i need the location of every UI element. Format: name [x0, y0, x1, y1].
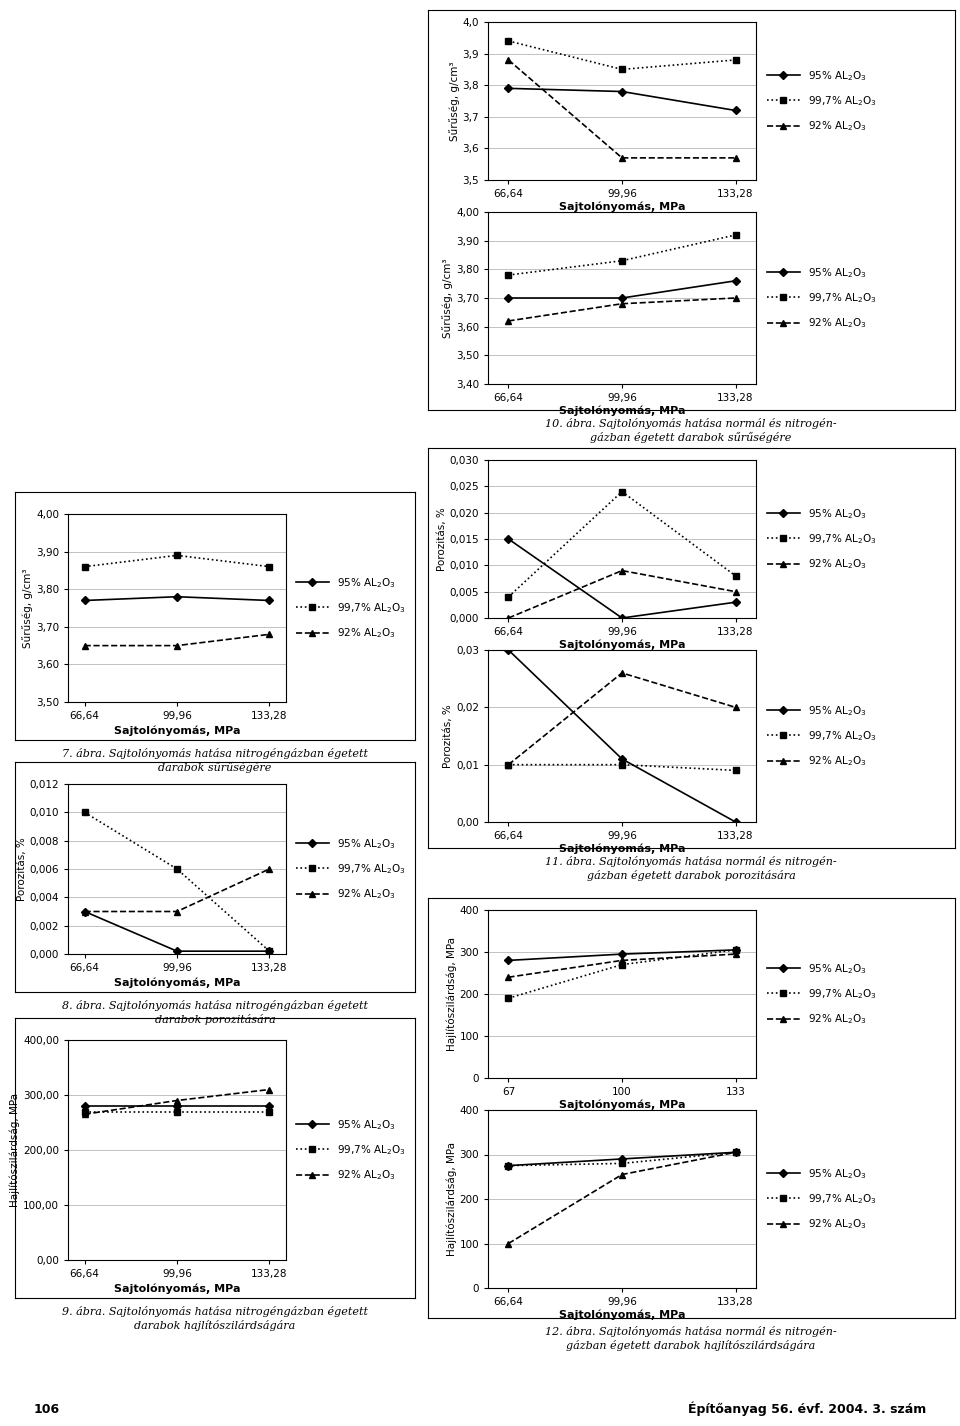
Text: darabok hajlítószilárdságára: darabok hajlítószilárdságára: [134, 1320, 296, 1330]
X-axis label: Sajtolónyomás, MPa: Sajtolónyomás, MPa: [559, 1099, 685, 1111]
Legend: 95% AL$_2$O$_3$, 99,7% AL$_2$O$_3$, 92% AL$_2$O$_3$: 95% AL$_2$O$_3$, 99,7% AL$_2$O$_3$, 92% …: [296, 576, 406, 640]
Text: gázban égetett darabok hajlítószilárdságára: gázban égetett darabok hajlítószilárdság…: [566, 1340, 816, 1350]
X-axis label: Sajtolónyomás, MPa: Sajtolónyomás, MPa: [559, 640, 685, 650]
X-axis label: Sajtolónyomás, MPa: Sajtolónyomás, MPa: [559, 202, 685, 212]
Legend: 95% AL$_2$O$_3$, 99,7% AL$_2$O$_3$, 92% AL$_2$O$_3$: 95% AL$_2$O$_3$, 99,7% AL$_2$O$_3$, 92% …: [296, 1118, 406, 1182]
Legend: 95% AL$_2$O$_3$, 99,7% AL$_2$O$_3$, 92% AL$_2$O$_3$: 95% AL$_2$O$_3$, 99,7% AL$_2$O$_3$, 92% …: [296, 837, 406, 901]
Legend: 95% AL$_2$O$_3$, 99,7% AL$_2$O$_3$, 92% AL$_2$O$_3$: 95% AL$_2$O$_3$, 99,7% AL$_2$O$_3$, 92% …: [767, 704, 876, 769]
Text: 8. ábra. Sajtolónyomás hatása nitrogéngázban égetett: 8. ábra. Sajtolónyomás hatása nitrogéngá…: [62, 1000, 368, 1011]
Text: gázban égetett darabok porozitására: gázban égetett darabok porozitására: [587, 870, 796, 881]
Text: darabok porozitására: darabok porozitására: [155, 1014, 276, 1025]
Legend: 95% AL$_2$O$_3$, 99,7% AL$_2$O$_3$, 92% AL$_2$O$_3$: 95% AL$_2$O$_3$, 99,7% AL$_2$O$_3$, 92% …: [767, 963, 876, 1027]
X-axis label: Sajtolónyomás, MPa: Sajtolónyomás, MPa: [113, 1283, 240, 1293]
Y-axis label: Porozitás, %: Porozitás, %: [16, 837, 27, 901]
Y-axis label: Sűrűség, g/cm³: Sűrűség, g/cm³: [448, 61, 460, 141]
Legend: 95% AL$_2$O$_3$, 99,7% AL$_2$O$_3$, 92% AL$_2$O$_3$: 95% AL$_2$O$_3$, 99,7% AL$_2$O$_3$, 92% …: [767, 1166, 876, 1231]
Text: 7. ábra. Sajtolónyomás hatása nitrogéngázban égetett: 7. ábra. Sajtolónyomás hatása nitrogéngá…: [62, 749, 368, 759]
X-axis label: Sajtolónyomás, MPa: Sajtolónyomás, MPa: [559, 406, 685, 416]
Text: 12. ábra. Sajtolónyomás hatása normál és nitrogén-: 12. ábra. Sajtolónyomás hatása normál és…: [545, 1326, 837, 1338]
Text: 9. ábra. Sajtolónyomás hatása nitrogéngázban égetett: 9. ábra. Sajtolónyomás hatása nitrogéngá…: [62, 1306, 368, 1318]
Y-axis label: Porozitás, %: Porozitás, %: [444, 704, 453, 767]
X-axis label: Sajtolónyomás, MPa: Sajtolónyomás, MPa: [559, 1310, 685, 1320]
X-axis label: Sajtolónyomás, MPa: Sajtolónyomás, MPa: [559, 844, 685, 854]
Y-axis label: Sűrűség, g/cm³: Sűrűség, g/cm³: [22, 568, 33, 647]
Y-axis label: Hajlítószilárdság, MPa: Hajlítószilárdság, MPa: [446, 937, 457, 1051]
Text: gázban égetett darabok sűrűségére: gázban égetett darabok sűrűségére: [590, 432, 792, 443]
Legend: 95% AL$_2$O$_3$, 99,7% AL$_2$O$_3$, 92% AL$_2$O$_3$: 95% AL$_2$O$_3$, 99,7% AL$_2$O$_3$, 92% …: [767, 68, 876, 133]
Y-axis label: Hajlítószilárdság, MPa: Hajlítószilárdság, MPa: [10, 1092, 20, 1206]
Y-axis label: Porozitás, %: Porozitás, %: [437, 508, 446, 570]
Legend: 95% AL$_2$O$_3$, 99,7% AL$_2$O$_3$, 92% AL$_2$O$_3$: 95% AL$_2$O$_3$, 99,7% AL$_2$O$_3$, 92% …: [767, 265, 876, 331]
Legend: 95% AL$_2$O$_3$, 99,7% AL$_2$O$_3$, 92% AL$_2$O$_3$: 95% AL$_2$O$_3$, 99,7% AL$_2$O$_3$, 92% …: [767, 506, 876, 572]
Y-axis label: Sűrűség, g/cm³: Sűrűség, g/cm³: [443, 258, 453, 338]
X-axis label: Sajtolónyomás, MPa: Sajtolónyomás, MPa: [113, 726, 240, 736]
Text: Építőanyag 56. évf. 2004. 3. szám: Építőanyag 56. évf. 2004. 3. szám: [688, 1402, 926, 1416]
Text: 106: 106: [34, 1403, 60, 1416]
Y-axis label: Hajlítószilárdság, MPa: Hajlítószilárdság, MPa: [446, 1142, 457, 1256]
Text: darabok sűrűségére: darabok sűrűségére: [158, 761, 272, 773]
X-axis label: Sajtolónyomás, MPa: Sajtolónyomás, MPa: [113, 977, 240, 988]
Text: 10. ábra. Sajtolónyomás hatása normál és nitrogén-: 10. ábra. Sajtolónyomás hatása normál és…: [545, 418, 837, 429]
Text: 11. ábra. Sajtolónyomás hatása normál és nitrogén-: 11. ábra. Sajtolónyomás hatása normál és…: [545, 856, 837, 867]
